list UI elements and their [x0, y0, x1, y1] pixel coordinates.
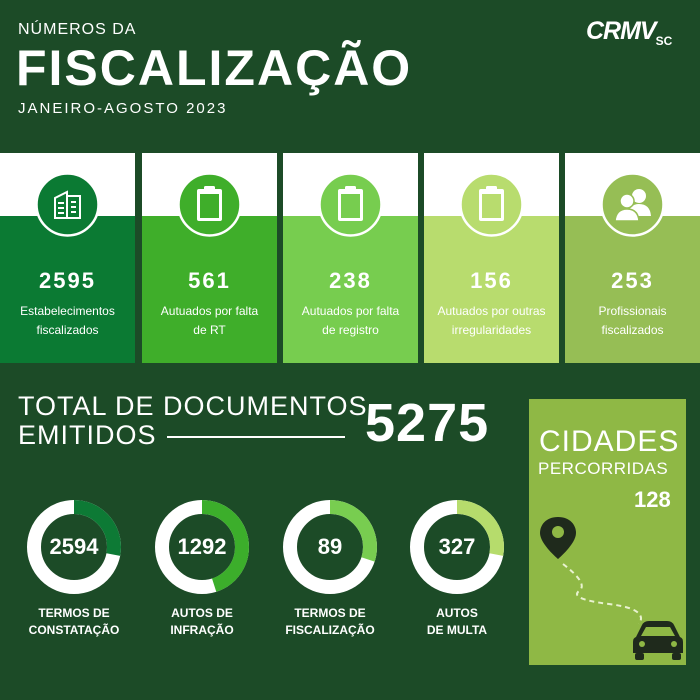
stat-label-line2: fiscalizados — [601, 323, 664, 337]
ring-label: AUTOS DE INFRAÇÃO — [142, 605, 262, 639]
ring-label: TERMOS DE FISCALIZAÇÃO — [270, 605, 390, 639]
cities-subtitle: PERCORRIDAS — [538, 459, 669, 478]
stat-value: 238 — [329, 268, 372, 293]
ring-arc — [155, 500, 249, 594]
total-documents-label: TOTAL DE DOCUMENTOS EMITIDOS — [18, 392, 368, 450]
ring-chart — [27, 500, 121, 594]
stat-label: Autuados por falta de registro — [283, 302, 418, 340]
ring-label-line2: FISCALIZAÇÃO — [285, 623, 375, 637]
stat-label-line1: Estabelecimentos — [20, 304, 115, 318]
route-illustration — [540, 517, 683, 660]
stat-label-line1: Autuados por falta — [160, 304, 259, 318]
ring-label-line2: CONSTATAÇÃO — [28, 623, 120, 637]
stat-label-line1: Autuados por outras — [437, 304, 546, 318]
stat-label: Autuados por outras irregularidades — [424, 302, 559, 340]
logo-sub: SC — [655, 34, 673, 48]
stat-label: Estabelecimentos fiscalizados — [0, 302, 135, 340]
document-ring: 1292 — [153, 498, 251, 596]
car-icon — [633, 621, 683, 660]
ring-label-line2: DE MULTA — [426, 623, 488, 637]
stat-value: 561 — [188, 268, 231, 293]
total-label-line1: TOTAL DE DOCUMENTOS — [18, 391, 368, 421]
map-pin-icon — [540, 517, 576, 559]
ring-label-line1: TERMOS DE — [38, 606, 110, 620]
ring-value: 1292 — [177, 534, 227, 559]
ring-arc — [27, 500, 121, 594]
ring-label: AUTOS DE MULTA — [397, 605, 517, 639]
crmv-logo: CRMVSC — [586, 17, 672, 48]
total-documents-value: 5275 — [365, 393, 490, 453]
building-icon — [35, 172, 100, 237]
ring-label-line1: AUTOS DE — [171, 606, 233, 620]
ring-label-line1: AUTOS — [436, 606, 478, 620]
document-ring: 2594 — [25, 498, 123, 596]
document-ring: 327 — [408, 498, 506, 596]
stat-label-line1: Profissionais — [598, 304, 667, 318]
clipboard-icon — [459, 172, 524, 237]
clipboard-icon — [318, 172, 383, 237]
stat-value: 253 — [611, 268, 654, 293]
stat-value: 2595 — [39, 268, 96, 293]
stat-label-line2: irregularidades — [451, 323, 532, 337]
ring-value: 2594 — [49, 534, 99, 559]
page-title: FISCALIZAÇÃO — [16, 40, 413, 96]
stat-label-line2: de RT — [193, 323, 226, 337]
stat-label: Autuados por falta de RT — [142, 302, 277, 340]
stat-card-rt — [142, 153, 277, 363]
cities-panel: CIDADES PERCORRIDAS 128 — [529, 399, 686, 665]
stat-value: 156 — [470, 268, 513, 293]
clipboard-icon — [177, 172, 242, 237]
ring-arc — [410, 500, 504, 594]
stat-label-line1: Autuados por falta — [301, 304, 400, 318]
document-ring: 89 — [281, 498, 379, 596]
ring-arc — [283, 500, 377, 594]
total-label-line2: EMITIDOS — [18, 420, 157, 450]
stat-label: Profissionais fiscalizados — [565, 302, 700, 340]
ring-label-line2: INFRAÇÃO — [170, 623, 234, 637]
cities-title: CIDADES — [539, 425, 680, 458]
divider-line — [167, 436, 345, 438]
people-icon — [600, 172, 665, 237]
ring-chart — [155, 500, 249, 594]
ring-label-line1: TERMOS DE — [294, 606, 366, 620]
logo-main: CRMV — [586, 17, 657, 45]
cities-value: 128 — [634, 487, 671, 512]
stat-label-line2: de registro — [322, 323, 379, 337]
period-subtitle: JANEIRO-AGOSTO 2023 — [18, 100, 228, 117]
stat-label-line2: fiscalizados — [36, 323, 99, 337]
supertitle: NÚMEROS DA — [18, 21, 137, 38]
ring-chart — [410, 500, 504, 594]
ring-label: TERMOS DE CONSTATAÇÃO — [14, 605, 134, 639]
ring-value: 327 — [438, 534, 476, 559]
dashed-route — [562, 563, 642, 625]
ring-chart — [283, 500, 377, 594]
ring-value: 89 — [317, 534, 343, 559]
